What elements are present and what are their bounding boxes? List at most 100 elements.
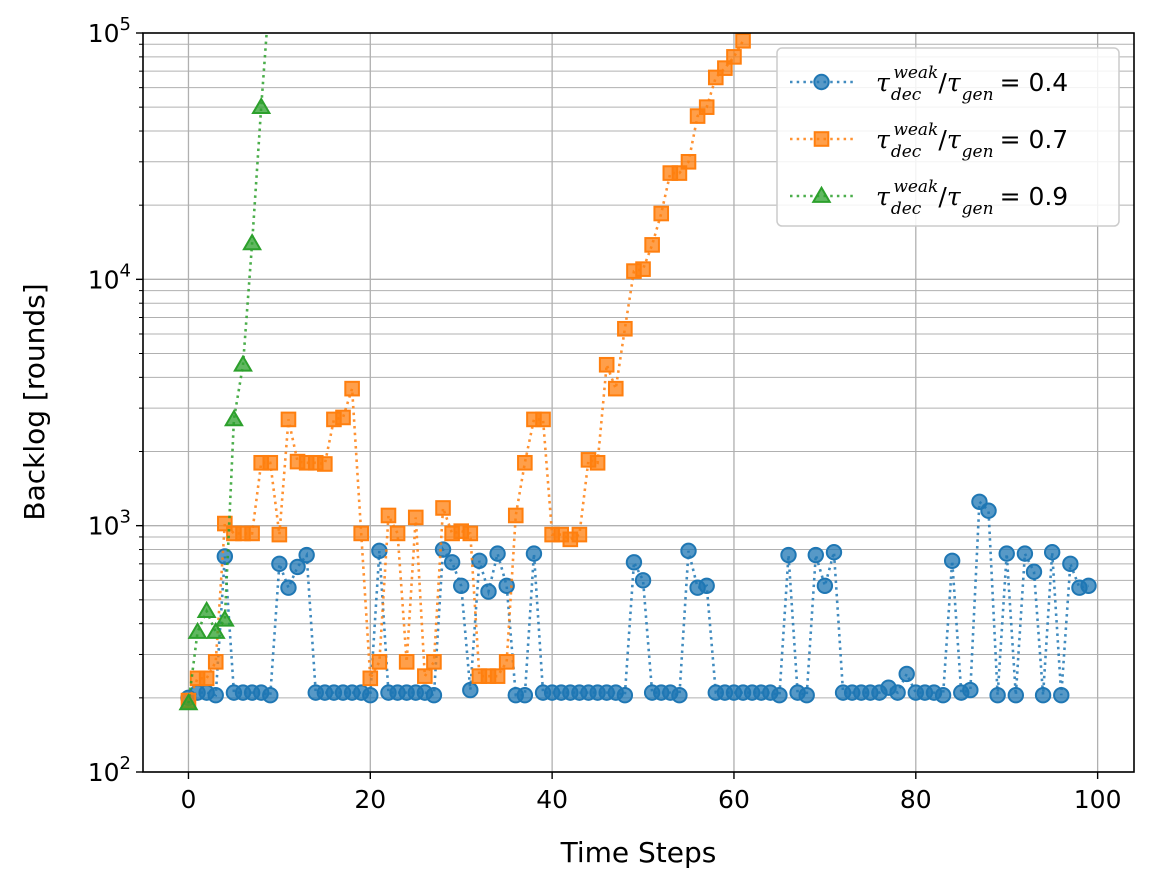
data-point: [371, 654, 388, 670]
legend-sub: gen: [962, 142, 994, 162]
plot-frame: [142, 32, 1135, 773]
data-point: [498, 654, 515, 670]
data-point: [434, 541, 452, 558]
y-tick-base: 10: [88, 758, 120, 787]
y-tick-label: 105: [88, 14, 131, 48]
legend-tau: τ: [876, 68, 891, 97]
x-tick-label: 100: [1074, 785, 1122, 814]
legend-sub: gen: [962, 85, 994, 105]
data-point: [298, 546, 315, 564]
data-point: [698, 577, 715, 595]
data-point: [425, 687, 443, 704]
data-point: [489, 545, 506, 562]
legend-entry: τdecweak/τgen = 0.9: [790, 177, 1068, 219]
legend-sup: weak: [893, 120, 938, 140]
data-point: [362, 670, 379, 687]
data-point: [980, 502, 997, 519]
legend-value: = 0.9: [1000, 182, 1069, 211]
data-point: [207, 654, 224, 670]
data-point: [617, 320, 633, 337]
data-point: [417, 668, 433, 684]
data-point: [205, 621, 226, 639]
data-point: [771, 687, 788, 704]
data-point: [1080, 577, 1097, 595]
data-point: [178, 693, 199, 711]
legend-slash: /: [938, 68, 947, 97]
data-point: [780, 546, 797, 564]
data-point: [625, 554, 643, 571]
data-point: [698, 99, 715, 115]
legend-value: = 0.7: [1000, 125, 1069, 154]
data-point: [571, 526, 588, 543]
data-point: [735, 33, 751, 49]
data-point: [989, 687, 1006, 704]
x-tick-label: 60: [718, 785, 750, 814]
data-point: [1007, 687, 1025, 704]
data-point: [653, 205, 670, 222]
data-point: [680, 542, 697, 560]
y-tick-base: 10: [88, 512, 120, 541]
legend-label: τdecweak/τgen = 0.7: [876, 120, 1068, 162]
legend-tau: τ: [947, 182, 962, 211]
data-point: [1034, 687, 1052, 704]
series-1: [180, 33, 751, 709]
data-point: [516, 687, 534, 704]
data-point: [480, 583, 497, 600]
data-point: [489, 668, 506, 684]
data-point: [998, 545, 1015, 562]
data-point: [280, 411, 297, 428]
data-point: [198, 670, 215, 687]
data-point: [807, 546, 824, 564]
legend-sup: weak: [893, 63, 938, 83]
data-point: [1062, 555, 1079, 573]
legend-entry: τdecweak/τgen = 0.4: [790, 63, 1068, 105]
y-tick-base: 10: [88, 265, 120, 294]
data-point: [335, 409, 351, 426]
legend-sub: gen: [962, 199, 994, 219]
data-point: [223, 409, 244, 427]
x-tick-label: 20: [354, 785, 386, 814]
data-point: [943, 552, 961, 570]
legend-tau: τ: [876, 182, 891, 211]
data-point: [644, 237, 660, 253]
series-line: [187, 40, 745, 702]
data-point: [380, 507, 397, 524]
data-point: [825, 544, 843, 561]
data-point: [535, 411, 551, 428]
data-point: [262, 687, 279, 704]
legend-slash: /: [938, 125, 947, 154]
data-point: [262, 454, 279, 471]
data-point: [816, 577, 834, 595]
x-tick-label: 80: [900, 785, 932, 814]
data-point: [233, 354, 253, 372]
y-tick-exponent: 5: [120, 14, 131, 35]
legend-tau: τ: [876, 125, 891, 154]
data-point: [271, 526, 288, 543]
data-point: [453, 577, 470, 595]
data-point: [1025, 563, 1043, 580]
data-point: [498, 577, 515, 595]
data-point: [962, 681, 979, 699]
data-point: [1053, 687, 1070, 704]
series-0: [180, 493, 1097, 707]
data-point: [216, 548, 234, 565]
y-tick-exponent: 4: [120, 260, 131, 281]
data-point: [1043, 544, 1061, 561]
data-point: [187, 621, 208, 639]
data-point: [389, 525, 406, 542]
data-point: [635, 261, 651, 277]
legend-entry: τdecweak/τgen = 0.7: [790, 120, 1068, 162]
y-tick-exponent: 2: [120, 753, 131, 774]
data-point: [598, 356, 615, 373]
data-point: [671, 687, 688, 704]
data-point: [317, 456, 333, 472]
legend-tau: τ: [947, 68, 962, 97]
data-point: [353, 525, 370, 542]
legend-marker: [813, 73, 830, 91]
data-point: [242, 233, 263, 251]
data-point: [934, 687, 952, 704]
data-point: [280, 579, 297, 596]
